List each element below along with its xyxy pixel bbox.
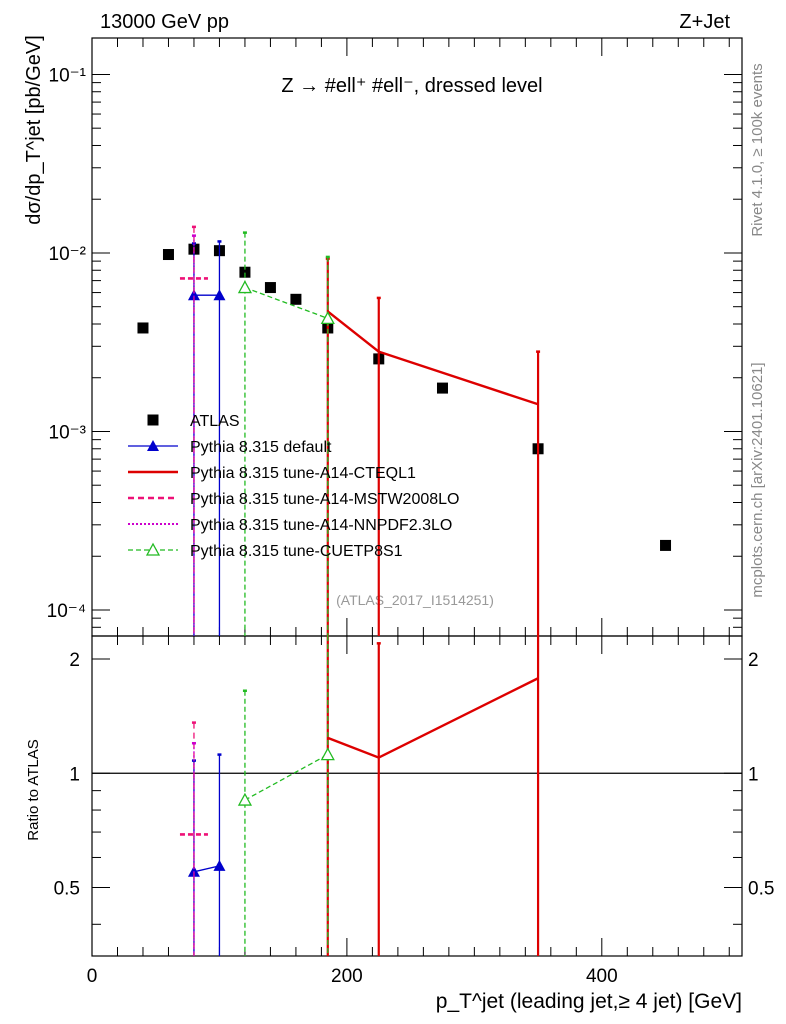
ratio-series-cteq: [326, 636, 540, 956]
series-line: [244, 754, 329, 801]
x-tick-label: 200: [331, 966, 363, 987]
main-series-cteq: [325, 257, 541, 636]
ratio-y-tick-label: 2: [69, 650, 80, 671]
legend-label: Pythia 8.315 tune-A14-MSTW2008LO: [190, 491, 459, 508]
main-y-tick-label: 10⁻⁴: [47, 601, 86, 622]
series-line: [244, 286, 329, 319]
data-point: [147, 414, 159, 426]
data-point: [290, 293, 302, 305]
ratio-series-nnpdf: [191, 741, 196, 956]
data-point: [137, 322, 149, 334]
main-y-axis-label: dσ/dp_T^jet [pb/GeV]: [23, 35, 45, 225]
point-marker: [147, 440, 159, 451]
ratio-frame: [91, 635, 743, 957]
ratio-series-cuetp: [237, 636, 335, 956]
legend-entry-cuetp: Pythia 8.315 tune-CUETP8S1: [128, 542, 403, 560]
series-line: [327, 677, 539, 759]
data-point: [436, 382, 448, 394]
x-tick-label: 400: [586, 966, 618, 987]
point-marker: [213, 859, 226, 871]
point-marker: [213, 289, 226, 301]
analysis-label: (ATLAS_2017_I1514251): [336, 592, 494, 608]
point-marker: [320, 747, 335, 761]
data-point: [264, 282, 276, 294]
x-axis-label: p_T^jet (leading jet,≥ 4 jet) [GeV]: [436, 990, 742, 1013]
ratio-y-tick-label: 1: [69, 764, 80, 785]
legend-entry-default: Pythia 8.315 default: [128, 439, 332, 456]
main-y-tick-label: 10⁻³: [49, 422, 87, 443]
chart-title: Z → #ell⁺ #ell⁻, dressed level: [281, 75, 542, 97]
legend-label: Pythia 8.315 tune-A14-NNPDF2.3LO: [190, 517, 452, 534]
main-series-nnpdf: [191, 234, 196, 636]
legend-entry-mstw: Pythia 8.315 tune-A14-MSTW2008LO: [128, 491, 459, 508]
legend-label: Pythia 8.315 tune-A14-CTEQL1: [190, 465, 416, 482]
legend-label: ATLAS: [190, 413, 240, 430]
point-marker: [320, 311, 335, 325]
ratio-y-axis-label: Ratio to ATLAS: [25, 739, 42, 840]
process-label: Z+Jet: [679, 11, 730, 33]
ratio-y-tick-label: 2: [748, 650, 759, 671]
data-point: [162, 249, 174, 261]
legend-entry-data: ATLAS: [147, 413, 240, 430]
point-marker: [145, 542, 161, 556]
series-line: [327, 310, 539, 406]
point-marker: [237, 280, 253, 294]
main-y-tick-label: 10⁻¹: [49, 65, 87, 86]
rivet-label: Rivet 4.1.0, ≥ 100k events: [749, 63, 766, 236]
legend-entry-nnpdf: Pythia 8.315 tune-A14-NNPDF2.3LO: [128, 517, 452, 534]
main-y-tick-label: 10⁻²: [49, 244, 87, 265]
point-marker: [187, 289, 200, 301]
series-line: [193, 865, 220, 873]
ratio-y-tick-label: 0.5: [748, 879, 774, 900]
data-point: [239, 266, 251, 278]
ratio-y-tick-label: 1: [748, 764, 759, 785]
main-series-cuetp: [237, 231, 335, 636]
x-tick-label: 0: [87, 966, 98, 987]
mcplots-label: mcplots.cern.ch [arXiv:2401.10621]: [749, 362, 766, 597]
point-marker: [237, 792, 253, 806]
ratio-y-tick-label: 0.5: [54, 879, 80, 900]
legend-label: Pythia 8.315 tune-CUETP8S1: [190, 543, 403, 560]
data-point: [660, 539, 672, 551]
legend-label: Pythia 8.315 default: [190, 439, 332, 456]
energy-label: 13000 GeV pp: [100, 11, 229, 33]
legend-entry-cteq: Pythia 8.315 tune-A14-CTEQL1: [128, 465, 416, 482]
